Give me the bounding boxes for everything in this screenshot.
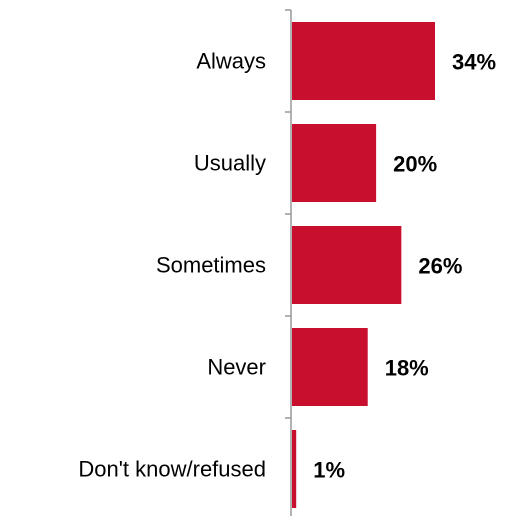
- bars: [292, 22, 435, 508]
- value-label: 34%: [452, 50, 496, 75]
- category-axis: [285, 9, 292, 516]
- value-label: 1%: [313, 458, 345, 483]
- labels: Always 34% Usually 20% Sometimes 26% Never 18% D…: [78, 49, 496, 483]
- value-label: 18%: [385, 356, 429, 381]
- category-label: Don't know/refused: [78, 457, 266, 482]
- bar: [292, 328, 368, 406]
- category-label: Sometimes: [156, 253, 266, 278]
- category-label: Never: [207, 355, 266, 380]
- bar: [292, 124, 377, 202]
- value-label: 20%: [393, 152, 437, 177]
- bar: [292, 430, 297, 508]
- value-label: 26%: [418, 254, 462, 279]
- bar: [292, 226, 402, 304]
- bar: [292, 22, 435, 100]
- category-label: Always: [196, 49, 266, 74]
- category-label: Usually: [194, 151, 266, 176]
